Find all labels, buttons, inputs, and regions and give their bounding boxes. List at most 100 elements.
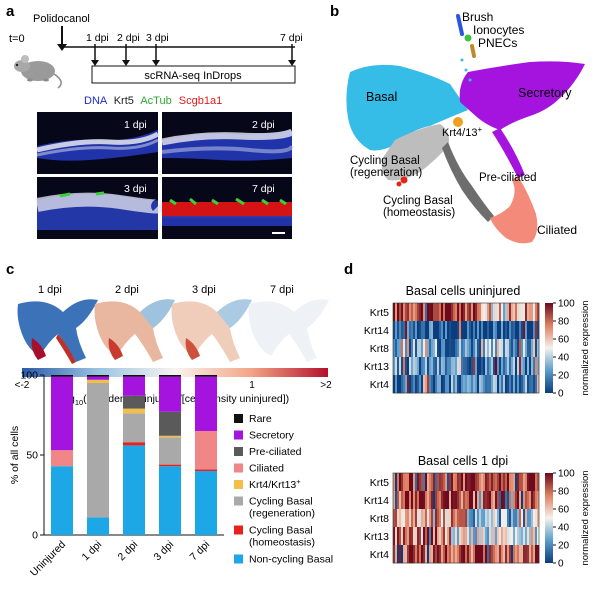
- heatmap-cell: [491, 509, 494, 528]
- heatmap-cell: [511, 473, 514, 492]
- heatmap-cell: [529, 357, 532, 376]
- heatmap-cell: [421, 339, 424, 358]
- heatmap-cell: [495, 491, 498, 510]
- legend-label: Pre-ciliated: [249, 446, 302, 458]
- heatmap-cell: [419, 545, 422, 564]
- heatmap-cell: [523, 339, 526, 358]
- cluster-cycling-homeostasis: [400, 176, 408, 184]
- heatmap-cell: [475, 357, 478, 376]
- heatmap-cell: [403, 473, 406, 492]
- heatmap-cell: [417, 357, 420, 376]
- heatmap-cell: [531, 545, 534, 564]
- heatmap-cell: [521, 303, 524, 322]
- heatmap-cell: [411, 375, 414, 394]
- heatmap-cell: [447, 339, 450, 358]
- x-tick-label: 7 dpi: [188, 539, 213, 564]
- heatmap-cell: [445, 375, 448, 394]
- heatmap-cell: [477, 357, 480, 376]
- heatmap-cell: [529, 545, 532, 564]
- heatmap-cell: [457, 527, 460, 546]
- density-colorbar: [22, 368, 328, 377]
- heatmap-cell: [499, 509, 502, 528]
- heatmap-cell: [465, 527, 468, 546]
- heatmap-cell: [405, 303, 408, 322]
- heatmap-cell: [499, 357, 502, 376]
- heatmap-cell: [495, 545, 498, 564]
- heatmap-cell: [493, 473, 496, 492]
- gene-label: Krt13: [364, 361, 389, 373]
- heatmap-cell: [511, 303, 514, 322]
- heatmap-cell: [445, 473, 448, 492]
- heatmap-cell: [413, 491, 416, 510]
- heatmap-cell: [521, 491, 524, 510]
- heatmap-cell: [533, 339, 536, 358]
- heatmap-cell: [431, 321, 434, 340]
- gene-label: Krt4: [370, 549, 389, 561]
- heatmap-cell: [531, 491, 534, 510]
- legend-swatch: [234, 430, 243, 440]
- heatmap-cell: [497, 491, 500, 510]
- heatmap-cell: [513, 357, 516, 376]
- heatmap-cell: [417, 491, 420, 510]
- heatmap-cell: [409, 357, 412, 376]
- bar-segment: [159, 411, 181, 436]
- legend-swatch: [234, 496, 243, 506]
- heatmap-cell: [393, 527, 396, 546]
- heatmap-cell: [407, 527, 410, 546]
- heatmap-cell: [503, 339, 506, 358]
- heatmap-cell: [499, 545, 502, 564]
- heatmap-cell: [441, 527, 444, 546]
- heatmap-cell: [529, 303, 532, 322]
- heatmap-cell: [401, 509, 404, 528]
- x-tick-label: 2 dpi: [116, 539, 141, 564]
- heatmap-cell: [453, 321, 456, 340]
- heatmap-cell: [453, 303, 456, 322]
- heatmap-cell: [447, 357, 450, 376]
- heatmap-title: Basal cells 1 dpi: [418, 454, 508, 468]
- heatmap-cell: [485, 509, 488, 528]
- heatmap-cell: [519, 527, 522, 546]
- heatmap-cell: [411, 303, 414, 322]
- heatmap-cell: [415, 545, 418, 564]
- heatmap-cell: [489, 545, 492, 564]
- heatmap-cell: [509, 321, 512, 340]
- heatmap-cell: [439, 321, 442, 340]
- heatmap-cell: [533, 545, 536, 564]
- heatmap-cell: [483, 491, 486, 510]
- heatmap-cell: [473, 375, 476, 394]
- heatmap-cell: [401, 473, 404, 492]
- heatmap-cell: [411, 527, 414, 546]
- heatmap-cell: [427, 509, 430, 528]
- heatmap-cell: [411, 545, 414, 564]
- heatmap-cell: [533, 509, 536, 528]
- heatmap-cell: [423, 491, 426, 510]
- heatmap-cell: [537, 473, 540, 492]
- heatmap-cell: [445, 545, 448, 564]
- heatmap-cell: [509, 357, 512, 376]
- heatmap-cell: [453, 375, 456, 394]
- heatmap-cell: [477, 375, 480, 394]
- heatmap-cell: [519, 375, 522, 394]
- heatmap-cell: [441, 321, 444, 340]
- heatmap-cell: [519, 321, 522, 340]
- heatmap-cell: [473, 357, 476, 376]
- density-title: 3 dpi: [192, 284, 216, 296]
- heatmap-cell: [439, 375, 442, 394]
- heatmap-cell: [469, 375, 472, 394]
- heatmap-cell: [481, 303, 484, 322]
- heatmap-cell: [461, 375, 464, 394]
- heatmap-cell: [481, 545, 484, 564]
- heatmap-cell: [399, 339, 402, 358]
- heatmap-cell: [525, 321, 528, 340]
- heatmap-cell: [409, 303, 412, 322]
- heatmap-cell: [523, 357, 526, 376]
- heatmap-cell: [441, 375, 444, 394]
- heatmap-cell: [517, 545, 520, 564]
- heatmap-cell: [461, 527, 464, 546]
- y-tick-label: 50: [26, 450, 38, 462]
- heatmap-cell: [483, 357, 486, 376]
- heatmap-cell: [505, 303, 508, 322]
- heatmap-cell: [427, 491, 430, 510]
- colorbar-tick: 40: [558, 523, 570, 534]
